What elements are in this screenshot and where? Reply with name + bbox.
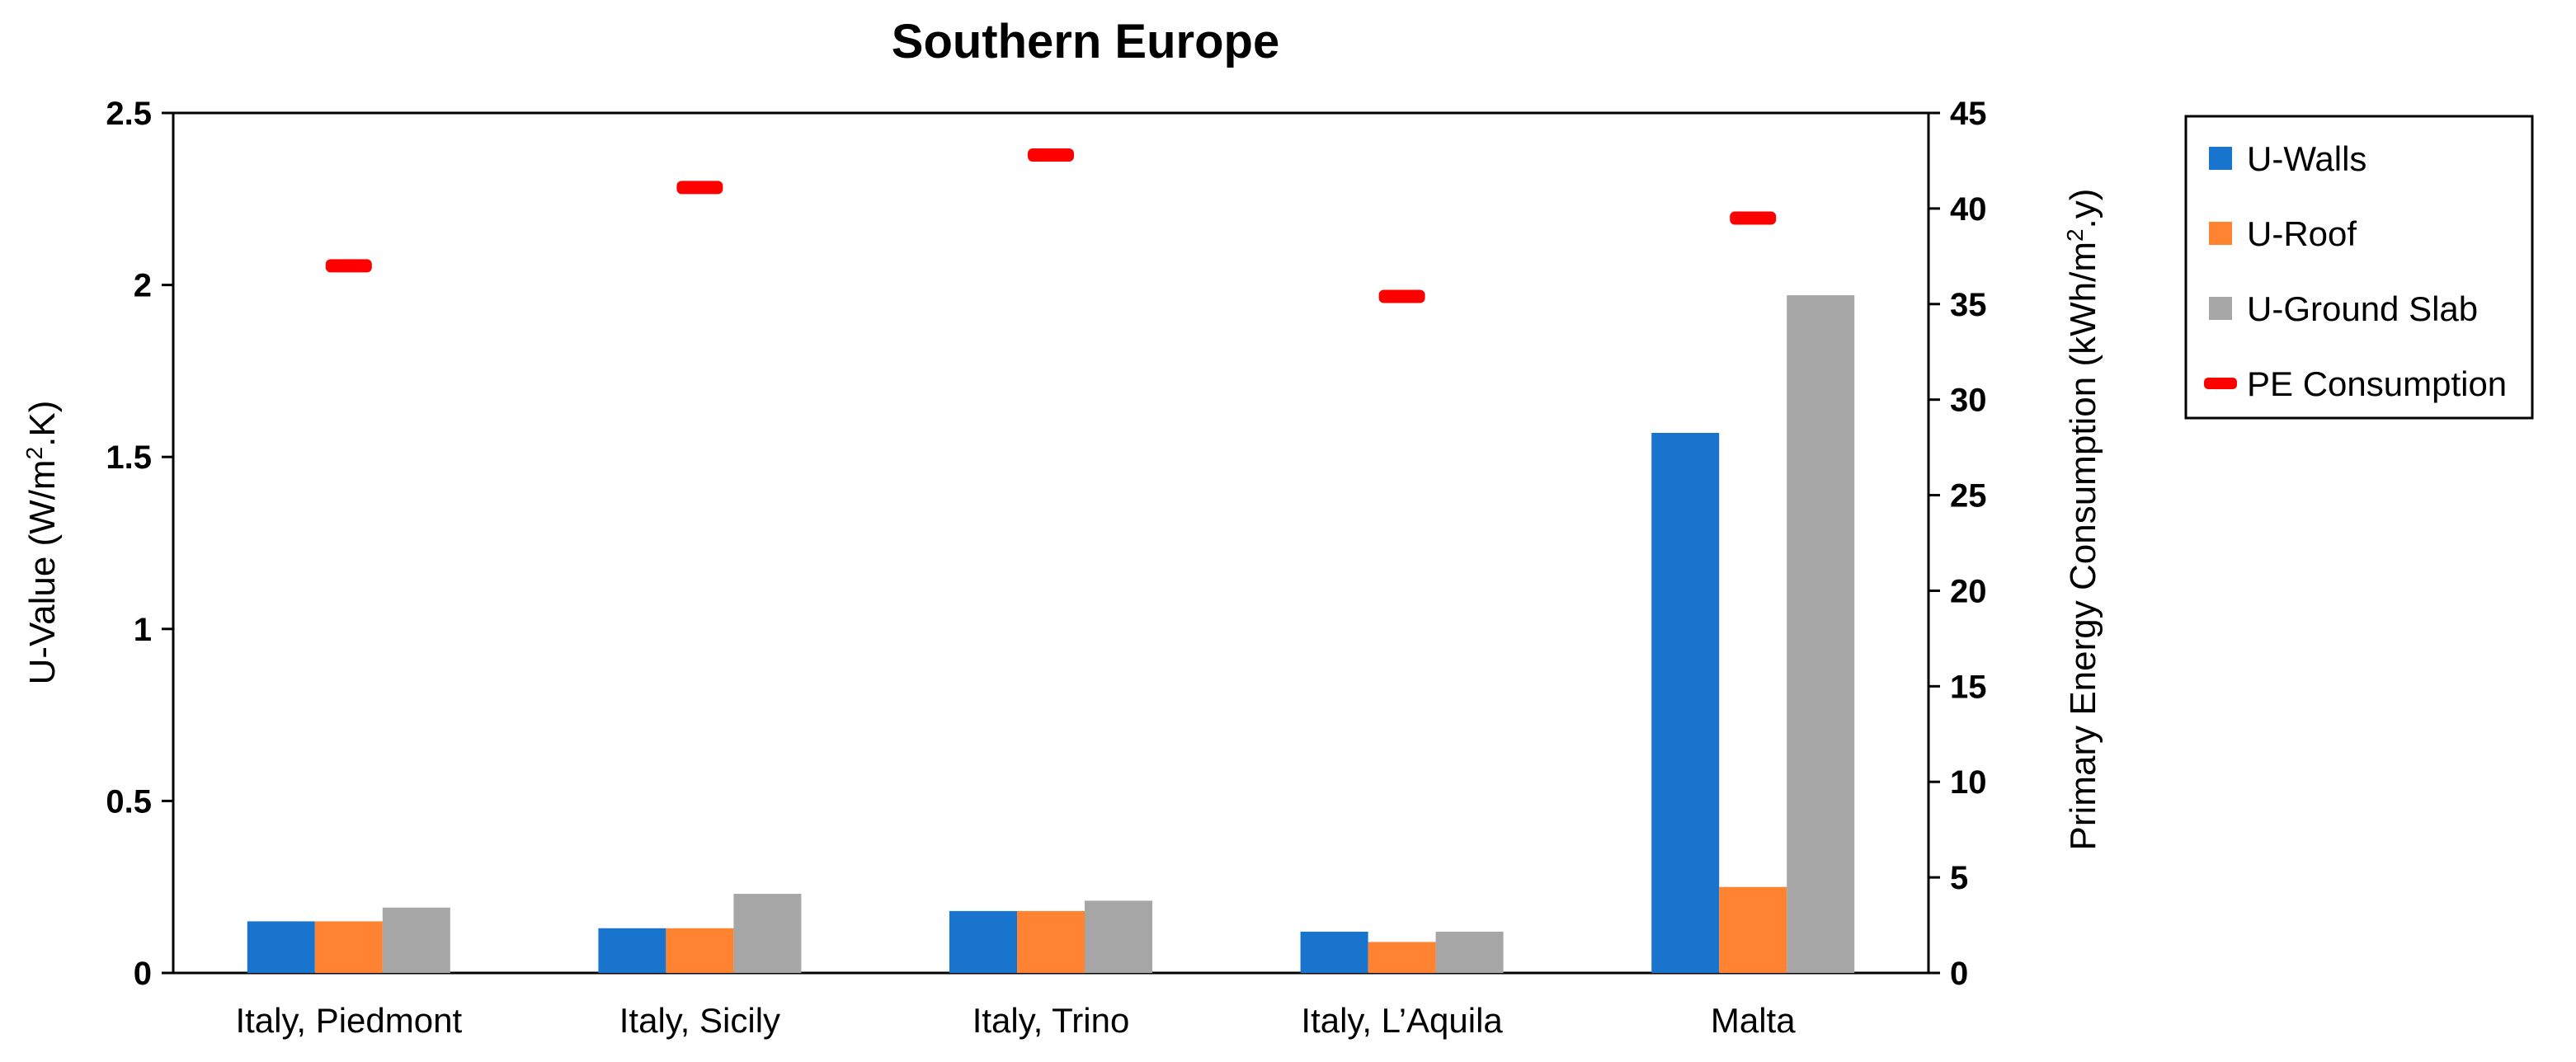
left-axis-title-main: U-Value (W/m bbox=[22, 459, 63, 684]
left-tick-label-3: 1.5 bbox=[106, 439, 152, 476]
legend-label-u-ground-slab: U-Ground Slab bbox=[2247, 289, 2478, 328]
legend-swatch-u-roof bbox=[2209, 222, 2232, 245]
bar-u-walls-2 bbox=[949, 910, 1017, 973]
right-axis-title-main: Primary Energy Consumption (kWh/m bbox=[2063, 242, 2103, 850]
left-tick-label-1: 0.5 bbox=[106, 783, 152, 820]
right-axis-title-end: .y) bbox=[2063, 189, 2103, 229]
right-tick-label-6: 30 bbox=[1950, 383, 1987, 419]
chart-title: Southern Europe bbox=[892, 15, 1279, 68]
legend-label-u-roof: U-Roof bbox=[2247, 214, 2357, 253]
left-tick-label-4: 2 bbox=[134, 268, 152, 304]
legend-swatch-pe-consumption bbox=[2204, 378, 2237, 389]
right-axis-title: Primary Energy Consumption (kWh/m2.y) bbox=[2062, 189, 2104, 851]
bar-u-walls-3 bbox=[1300, 931, 1368, 973]
bar-u-roof-4 bbox=[1719, 886, 1787, 973]
bar-u-ground-slab-4 bbox=[1787, 295, 1855, 974]
left-axis-ticks: 0 0.5 1 1.5 2 2.5 bbox=[106, 96, 173, 992]
right-tick-label-1: 5 bbox=[1950, 860, 1968, 896]
legend-label-pe-consumption: PE Consumption bbox=[2247, 364, 2507, 403]
bar-u-ground-slab-0 bbox=[382, 907, 450, 973]
bar-u-ground-slab-2 bbox=[1085, 900, 1152, 973]
right-tick-label-5: 25 bbox=[1950, 478, 1987, 515]
pe-marker-0 bbox=[325, 259, 372, 273]
right-tick-label-3: 15 bbox=[1950, 669, 1987, 705]
pe-marker-2 bbox=[1028, 148, 1074, 162]
legend-swatch-u-ground-slab bbox=[2209, 297, 2232, 320]
bar-u-ground-slab-1 bbox=[733, 894, 802, 973]
right-axis-title-sup: 2 bbox=[2062, 228, 2088, 242]
bar-u-roof-3 bbox=[1368, 942, 1436, 973]
bar-u-roof-0 bbox=[314, 921, 383, 973]
legend-label-u-walls: U-Walls bbox=[2247, 139, 2366, 178]
category-label-2: Italy, Trino bbox=[972, 1001, 1130, 1040]
bar-u-walls-4 bbox=[1651, 432, 1720, 973]
left-axis-title-sup: 2 bbox=[21, 447, 47, 460]
left-tick-label-5: 2.5 bbox=[106, 96, 152, 132]
category-label-3: Italy, L’Aquila bbox=[1301, 1001, 1503, 1040]
right-tick-label-8: 40 bbox=[1950, 191, 1987, 228]
category-label-1: Italy, Sicily bbox=[619, 1001, 780, 1040]
pe-marker-4 bbox=[1730, 211, 1777, 225]
right-axis-ticks: 0 5 10 15 20 25 30 35 40 45 bbox=[1928, 96, 1987, 992]
bar-group bbox=[247, 295, 1855, 974]
left-tick-label-2: 1 bbox=[134, 612, 152, 648]
pe-marker-1 bbox=[676, 181, 723, 195]
legend-swatch-u-walls bbox=[2209, 147, 2232, 170]
pe-marker-3 bbox=[1378, 289, 1425, 303]
category-label-0: Italy, Piedmont bbox=[235, 1001, 462, 1040]
category-labels: Italy, Piedmont Italy, Sicily Italy, Trino… bbox=[235, 1001, 1796, 1040]
right-tick-label-7: 35 bbox=[1950, 287, 1987, 323]
bar-u-roof-2 bbox=[1017, 910, 1085, 973]
legend: U-Walls U-Roof U-Ground Slab PE Consumption bbox=[2184, 115, 2534, 420]
right-tick-label-0: 0 bbox=[1950, 956, 1968, 992]
right-tick-label-4: 20 bbox=[1950, 573, 1987, 609]
right-tick-label-9: 45 bbox=[1950, 96, 1987, 132]
left-axis-title-end: .K) bbox=[22, 401, 63, 447]
bar-u-walls-1 bbox=[598, 928, 666, 973]
right-tick-label-2: 10 bbox=[1950, 764, 1987, 801]
left-tick-label-0: 0 bbox=[134, 956, 152, 992]
left-axis-title: U-Value (W/m2.K) bbox=[21, 401, 64, 685]
bar-u-ground-slab-3 bbox=[1435, 931, 1504, 973]
marker-group bbox=[325, 148, 1777, 303]
bar-u-roof-1 bbox=[666, 928, 734, 973]
category-label-4: Malta bbox=[1711, 1001, 1796, 1040]
bar-u-walls-0 bbox=[247, 921, 315, 973]
